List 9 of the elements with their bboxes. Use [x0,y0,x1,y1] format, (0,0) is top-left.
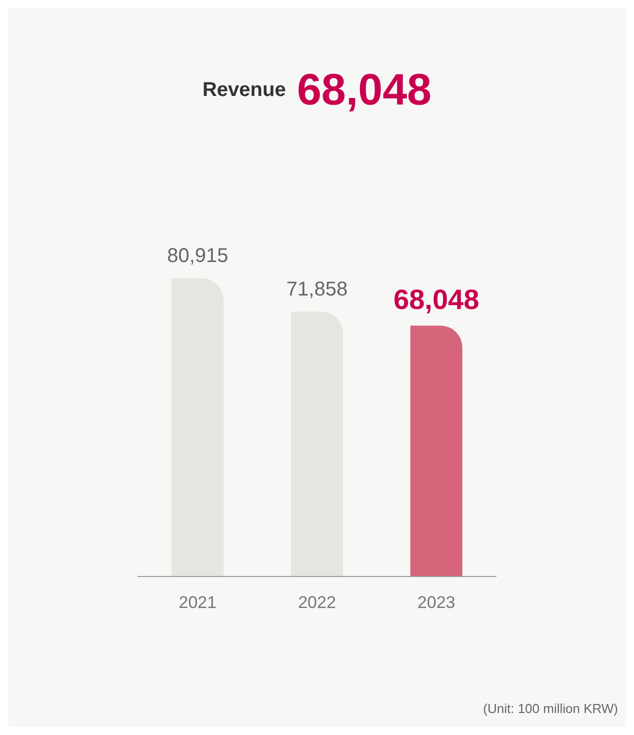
data-label: 71,858 [286,278,348,301]
x-tick-label: 2021 [178,593,217,612]
data-label: 80,915 [167,245,228,268]
data-label: 68,048 [394,284,480,316]
chart-title: Revenue [202,79,297,101]
text: (Unit: 100 million KRW) [483,701,618,716]
x-tick-label: 2022 [298,593,336,612]
chart-subtitle: 68,048 [296,66,432,114]
x-tick-label: 2023 [417,593,456,612]
